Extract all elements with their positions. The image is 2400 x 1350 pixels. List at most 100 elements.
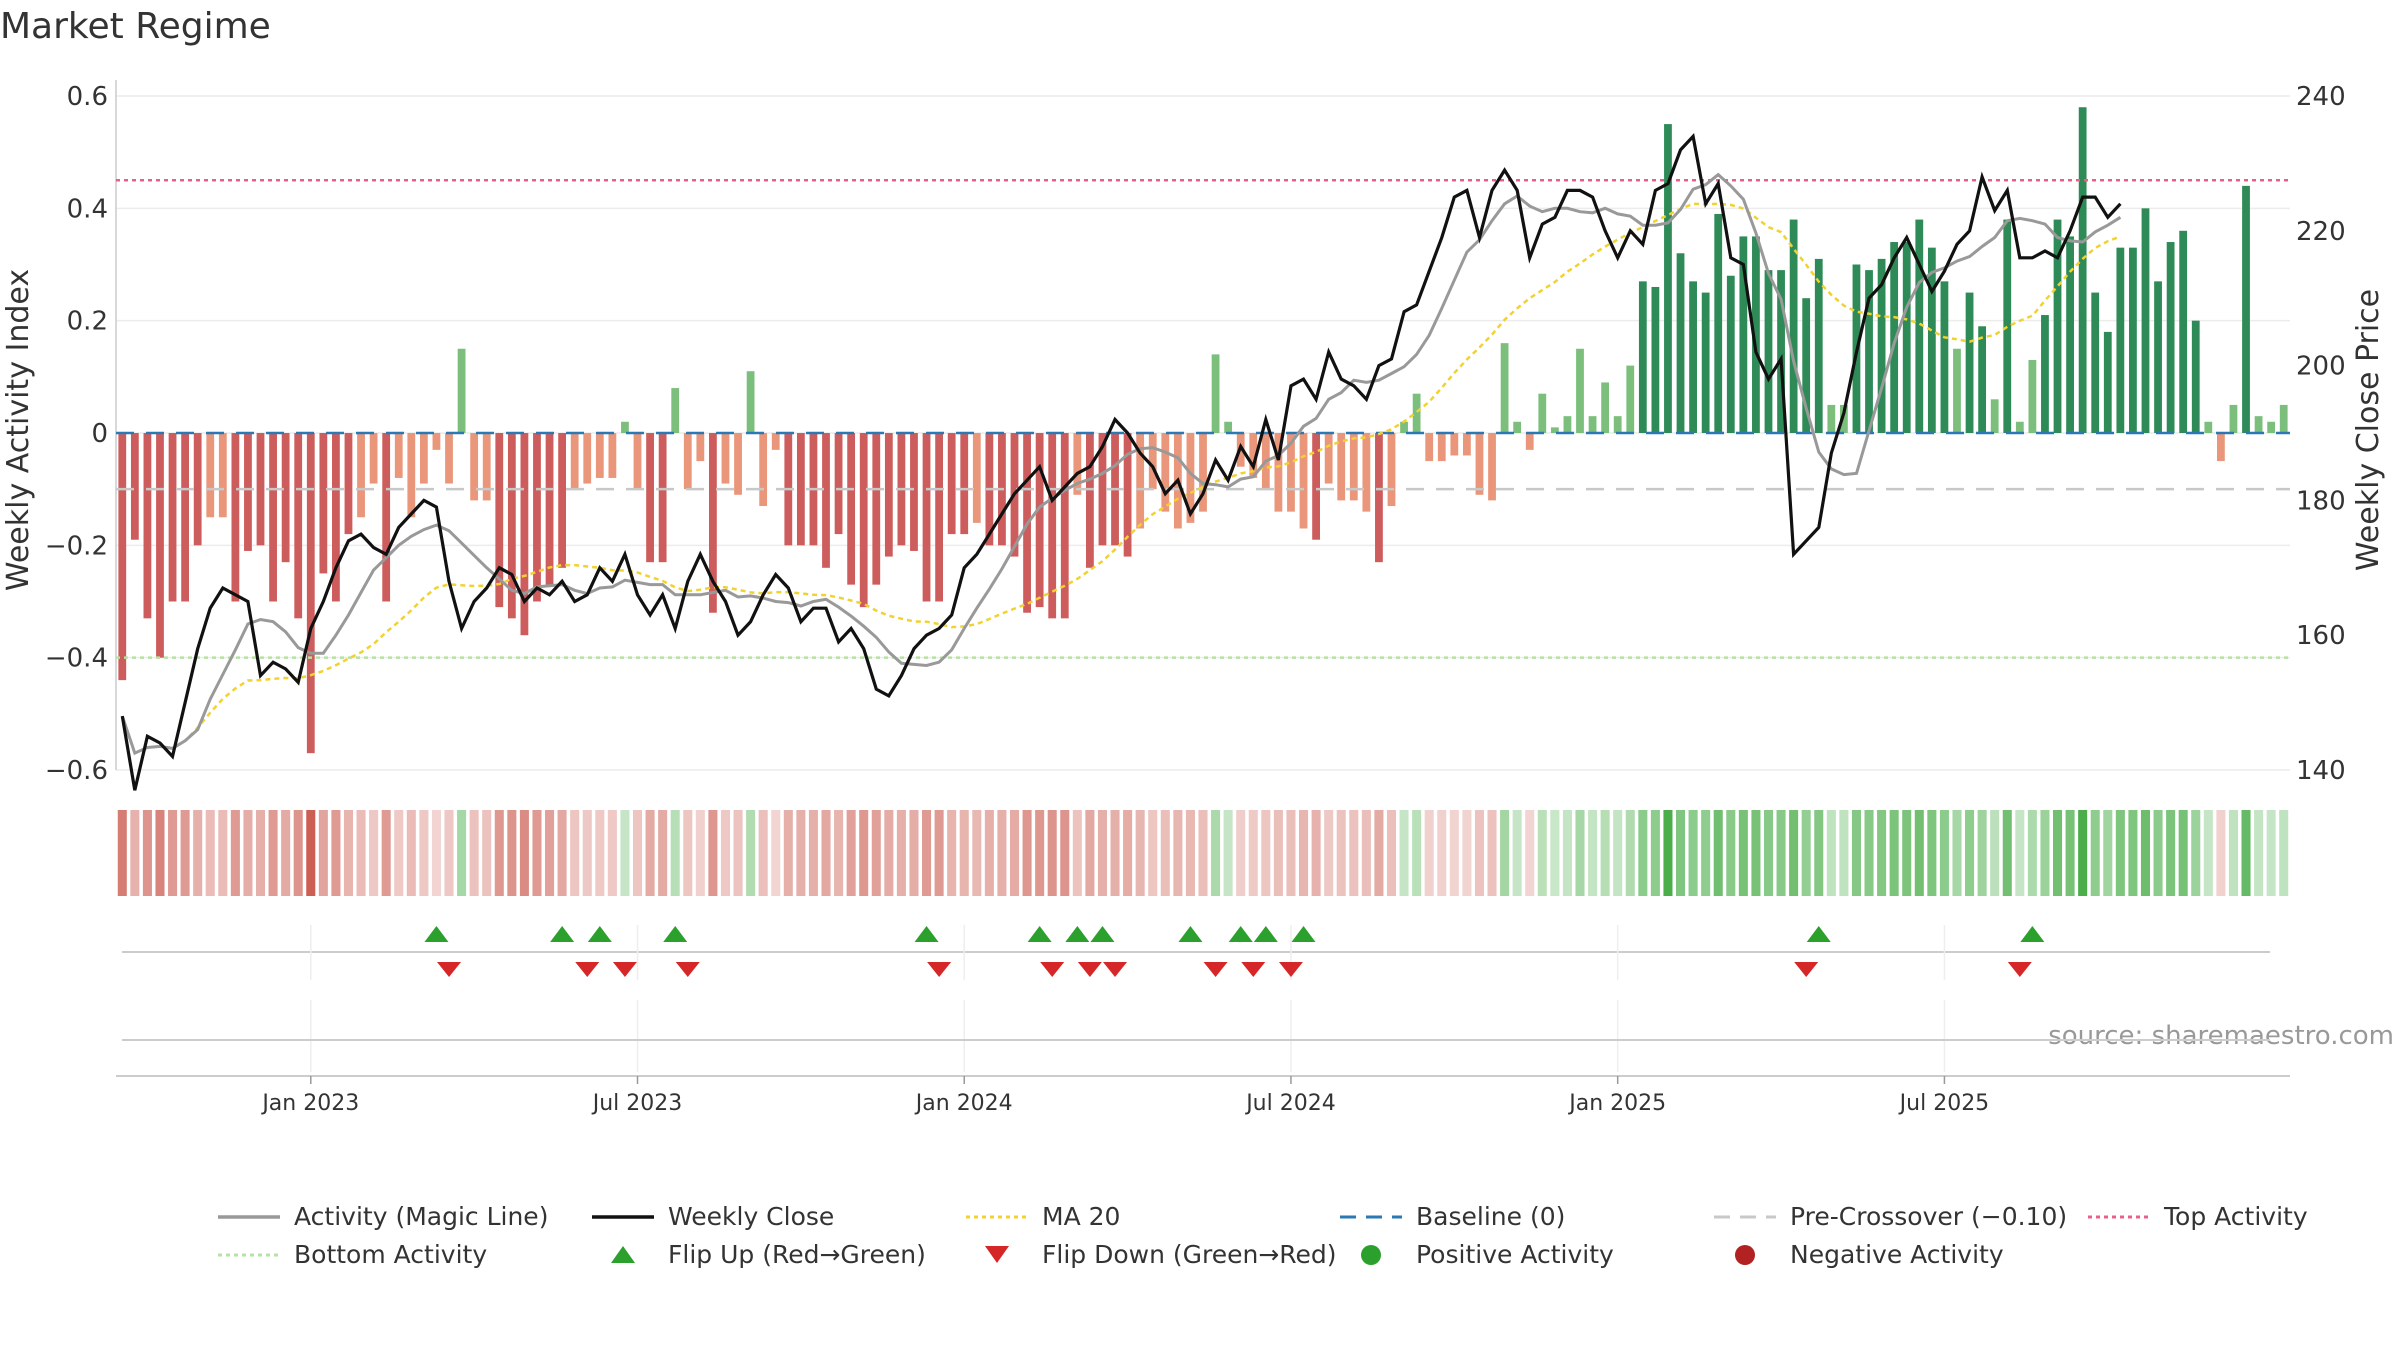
- activity-bar: [2179, 230, 2188, 433]
- activity-bar: [231, 433, 240, 602]
- activity-bar: [1689, 281, 1697, 433]
- activity-magic-line: [120, 172, 2122, 756]
- regime-strip-cell: [1663, 810, 1673, 896]
- activity-bar: [2116, 247, 2125, 433]
- activity-bar: [1626, 365, 1635, 433]
- activity-bar: [1525, 433, 1534, 450]
- regime-strip-cell: [532, 810, 542, 896]
- activity-bar: [683, 433, 692, 490]
- regime-strip-cell: [1726, 810, 1736, 896]
- flip-down-marker: [2007, 962, 2032, 977]
- legend-item: Negative Activity: [1735, 1240, 2004, 1269]
- regime-strip-cell: [1512, 810, 1522, 896]
- regime-strip-cell: [1965, 810, 1975, 896]
- regime-strip-cell: [419, 810, 429, 896]
- activity-bar: [1827, 404, 1836, 433]
- regime-strip-cell: [1839, 810, 1849, 896]
- flip-up-icon: [611, 1246, 635, 1263]
- activity-bar: [1638, 281, 1647, 433]
- activity-bar: [696, 433, 705, 462]
- regime-strip-cell: [997, 810, 1007, 896]
- activity-bar: [972, 433, 981, 523]
- y2-tick-label: 200: [2296, 352, 2346, 382]
- activity-bar: [2066, 236, 2074, 433]
- regime-strip-cell: [771, 810, 781, 896]
- regime-strip-cell: [507, 810, 517, 896]
- activity-bar: [771, 433, 780, 450]
- flip-down-marker: [1103, 962, 1128, 977]
- activity-bar: [445, 433, 453, 484]
- activity-bar: [847, 433, 856, 585]
- legend-label: Baseline (0): [1416, 1202, 1565, 1231]
- activity-bar: [294, 433, 303, 619]
- activity-bar: [1965, 292, 1974, 433]
- regime-strip-cell: [2140, 810, 2151, 896]
- regime-strip-cell: [1047, 810, 1057, 896]
- regime-strip-cell: [733, 810, 743, 896]
- activity-bar: [796, 433, 805, 546]
- regime-strip-cell: [1211, 810, 1221, 896]
- legend-label: MA 20: [1042, 1202, 1120, 1231]
- activity-bar: [332, 433, 340, 602]
- regime-strip-cell: [1864, 810, 1874, 896]
- regime-strip-cell: [1776, 810, 1786, 896]
- regime-strip-cell: [218, 810, 228, 896]
- activity-bar: [1990, 399, 1999, 433]
- regime-strip-cell: [318, 810, 328, 896]
- regime-strip-cell: [2191, 810, 2201, 896]
- activity-bar: [621, 421, 629, 433]
- legend-item: Flip Up (Red→Green): [611, 1240, 926, 1269]
- flip-down-marker: [1278, 962, 1303, 977]
- regime-strip-cell: [469, 810, 479, 896]
- regime-strip-cell: [1437, 810, 1447, 896]
- regime-strip-cell: [255, 810, 266, 896]
- activity-bar: [2229, 404, 2238, 433]
- legend-item: Pre-Crossover (−0.10): [1714, 1202, 2067, 1231]
- activity-bar: [2053, 219, 2062, 433]
- regime-strip-cell: [1939, 810, 1949, 896]
- regime-strip-cell: [1185, 810, 1195, 896]
- activity-bar: [872, 433, 881, 585]
- legend-label: Top Activity: [2163, 1202, 2308, 1231]
- activity-bar: [1714, 213, 1723, 433]
- activity-bar: [193, 433, 202, 546]
- regime-strip-cell: [1009, 810, 1020, 896]
- activity-bar: [1940, 281, 1949, 433]
- regime-strip-cell: [1701, 810, 1711, 896]
- activity-bar: [822, 433, 830, 568]
- activity-bar: [2129, 247, 2137, 433]
- activity-bar: [721, 433, 730, 484]
- activity-bar: [1287, 433, 1295, 512]
- activity-bar: [1488, 433, 1496, 501]
- activity-bar: [1890, 242, 1899, 433]
- activity-bar: [1199, 433, 1207, 512]
- y2-axis-label: Weekly Close Price: [2351, 289, 2386, 571]
- regime-strip-cell: [645, 810, 655, 896]
- regime-strip-cell: [607, 810, 617, 896]
- dot-icon: [1735, 1245, 1755, 1265]
- regime-strip-cell: [343, 810, 354, 896]
- activity-bar: [1450, 433, 1459, 456]
- regime-strip-cell: [582, 810, 592, 896]
- legend-item: Weekly Close: [592, 1202, 834, 1231]
- regime-strip-cell: [2266, 810, 2276, 896]
- activity-bar: [1563, 416, 1572, 433]
- regime-strip-cell: [1763, 810, 1774, 896]
- flip-down-marker: [1794, 962, 1819, 977]
- regime-strip-cell: [1927, 810, 1937, 896]
- regime-strip-cell: [846, 810, 856, 896]
- activity-bar: [1098, 433, 1107, 546]
- flip-down-marker: [575, 962, 600, 977]
- regime-strip-cell: [2078, 810, 2088, 896]
- activity-bar: [1425, 433, 1434, 462]
- regime-strip-cell: [2128, 810, 2138, 896]
- regime-strip-cell: [168, 810, 178, 896]
- activity-bar: [2078, 107, 2087, 433]
- y-tick-label: 0.6: [67, 82, 108, 112]
- flip-up-marker: [914, 926, 939, 942]
- regime-strip-cell: [1072, 810, 1082, 896]
- regime-strip-cell: [180, 810, 190, 896]
- y2-tick-label: 160: [2296, 621, 2346, 651]
- flip-up-marker: [1228, 926, 1253, 942]
- activity-bar: [709, 433, 717, 613]
